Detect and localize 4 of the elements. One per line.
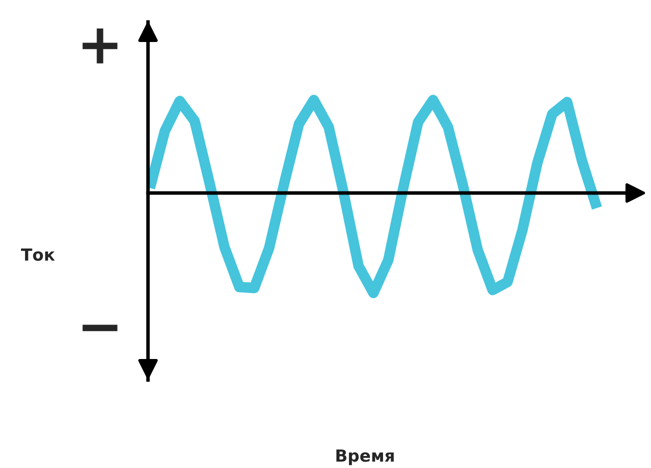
text: + bbox=[82, 28, 118, 64]
text: Ток bbox=[21, 248, 55, 261]
text: Время bbox=[336, 449, 394, 466]
text: − bbox=[82, 324, 118, 332]
